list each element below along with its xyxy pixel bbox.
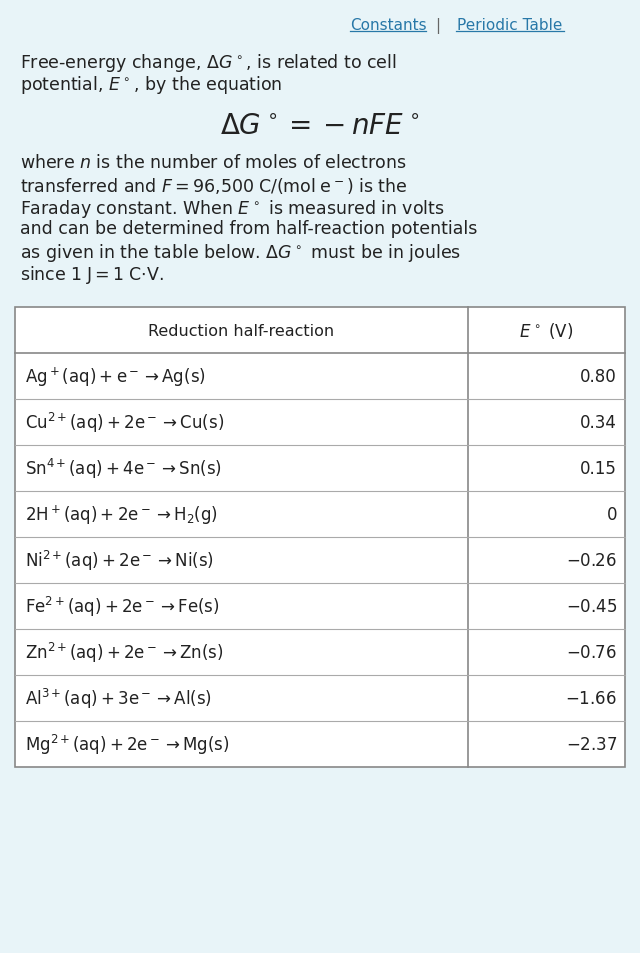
Text: $-0.26$: $-0.26$ <box>566 552 617 569</box>
Text: $\mathrm{Mg}^{2+}(\mathrm{aq}) + 2\mathrm{e}^- \rightarrow \mathrm{Mg(s)}$: $\mathrm{Mg}^{2+}(\mathrm{aq}) + 2\mathr… <box>25 732 230 757</box>
Text: $\mathrm{Al}^{3+}(\mathrm{aq}) + 3\mathrm{e}^- \rightarrow \mathrm{Al(s)}$: $\mathrm{Al}^{3+}(\mathrm{aq}) + 3\mathr… <box>25 686 212 710</box>
Text: $\mathit{E}^\circ$ (V): $\mathit{E}^\circ$ (V) <box>519 320 573 340</box>
Text: $\Delta G^\circ = -nFE^\circ$: $\Delta G^\circ = -nFE^\circ$ <box>220 112 420 140</box>
Text: $\mathrm{Sn}^{4+}(\mathrm{aq}) + 4\mathrm{e}^- \rightarrow \mathrm{Sn(s)}$: $\mathrm{Sn}^{4+}(\mathrm{aq}) + 4\mathr… <box>25 456 222 480</box>
Text: as given in the table below. $\Delta G^\circ$ must be in joules: as given in the table below. $\Delta G^\… <box>20 242 461 264</box>
Text: and can be determined from half-reaction potentials: and can be determined from half-reaction… <box>20 220 477 237</box>
Text: $-1.66$: $-1.66$ <box>565 689 617 707</box>
Text: Constants: Constants <box>349 18 426 33</box>
Text: $\mathrm{Cu}^{2+}(\mathrm{aq}) + 2\mathrm{e}^- \rightarrow \mathrm{Cu(s)}$: $\mathrm{Cu}^{2+}(\mathrm{aq}) + 2\mathr… <box>25 411 224 435</box>
Text: since $1\;\mathrm{J} = 1\;\mathrm{C}{\cdot}\mathrm{V}$.: since $1\;\mathrm{J} = 1\;\mathrm{C}{\cd… <box>20 264 164 286</box>
Text: 0.34: 0.34 <box>580 414 617 432</box>
Text: where $n$ is the number of moles of electrons: where $n$ is the number of moles of elec… <box>20 153 406 172</box>
Text: 0.15: 0.15 <box>580 459 617 477</box>
Text: Periodic Table: Periodic Table <box>458 18 563 33</box>
Text: Reduction half-reaction: Reduction half-reaction <box>148 323 335 338</box>
Text: 0.80: 0.80 <box>580 368 617 386</box>
Bar <box>15 308 625 767</box>
Text: Free-energy change, $\Delta G^\circ$, is related to cell: Free-energy change, $\Delta G^\circ$, is… <box>20 52 397 74</box>
Text: $\mathrm{Ni}^{2+}(\mathrm{aq}) + 2\mathrm{e}^- \rightarrow \mathrm{Ni(s)}$: $\mathrm{Ni}^{2+}(\mathrm{aq}) + 2\mathr… <box>25 548 214 573</box>
Text: $-0.45$: $-0.45$ <box>566 598 617 616</box>
Text: Faraday constant. When $\mathit{E}^\circ$ is measured in volts: Faraday constant. When $\mathit{E}^\circ… <box>20 198 445 220</box>
Text: $2\mathrm{H}^+(\mathrm{aq}) + 2\mathrm{e}^- \rightarrow \mathrm{H}_2(\mathrm{g}): $2\mathrm{H}^+(\mathrm{aq}) + 2\mathrm{e… <box>25 503 218 526</box>
Text: $\mathrm{Zn}^{2+}(\mathrm{aq}) + 2\mathrm{e}^- \rightarrow \mathrm{Zn(s)}$: $\mathrm{Zn}^{2+}(\mathrm{aq}) + 2\mathr… <box>25 640 224 664</box>
Text: potential, $\mathit{E}^\circ$, by the equation: potential, $\mathit{E}^\circ$, by the eq… <box>20 74 282 96</box>
Text: $-2.37$: $-2.37$ <box>566 735 617 753</box>
Text: 0: 0 <box>607 505 617 523</box>
Text: |: | <box>435 18 440 34</box>
Text: transferred and $F = 96{,}500\;\mathrm{C}/(\mathrm{mol}\;\mathrm{e}^-)$ is the: transferred and $F = 96{,}500\;\mathrm{C… <box>20 175 408 195</box>
Text: $\mathrm{Fe}^{2+}(\mathrm{aq}) + 2\mathrm{e}^- \rightarrow \mathrm{Fe(s)}$: $\mathrm{Fe}^{2+}(\mathrm{aq}) + 2\mathr… <box>25 595 220 618</box>
Text: $-0.76$: $-0.76$ <box>566 643 617 661</box>
Text: $\mathrm{Ag}^+(\mathrm{aq}) + \mathrm{e}^- \rightarrow \mathrm{Ag(s)}$: $\mathrm{Ag}^+(\mathrm{aq}) + \mathrm{e}… <box>25 365 205 388</box>
